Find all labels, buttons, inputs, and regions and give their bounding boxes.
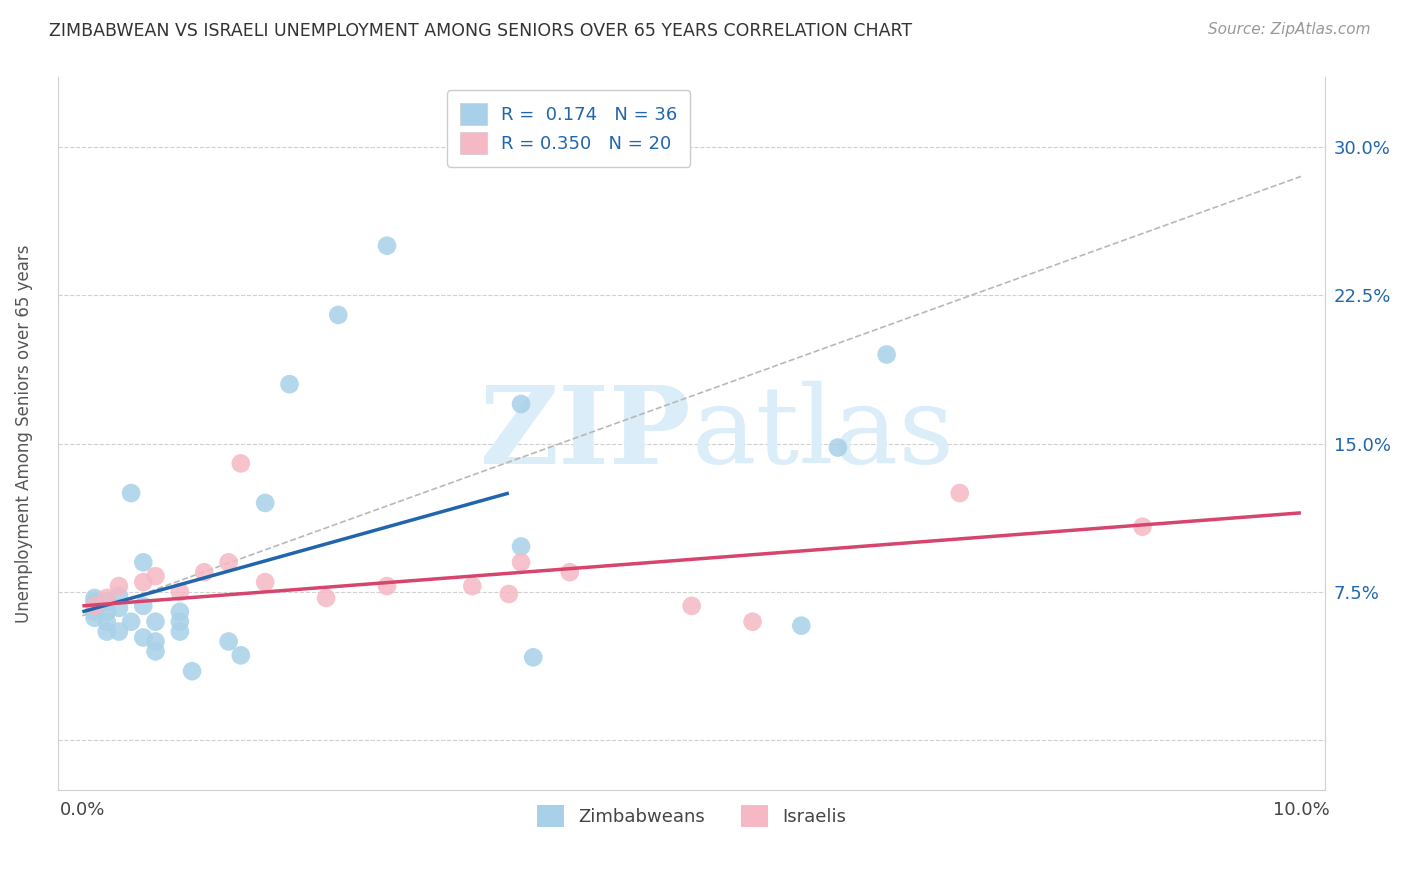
Text: atlas: atlas	[692, 381, 955, 486]
Point	[132, 599, 155, 613]
Point	[145, 634, 167, 648]
Point	[96, 624, 118, 639]
Point	[229, 648, 252, 663]
Point	[498, 587, 520, 601]
Point	[96, 605, 118, 619]
Point	[949, 486, 972, 500]
Point	[83, 599, 105, 613]
Point	[108, 600, 131, 615]
Point	[193, 565, 215, 579]
Point	[145, 644, 167, 658]
Y-axis label: Unemployment Among Seniors over 65 years: Unemployment Among Seniors over 65 years	[15, 244, 32, 623]
Text: Source: ZipAtlas.com: Source: ZipAtlas.com	[1208, 22, 1371, 37]
Point	[145, 569, 167, 583]
Point	[375, 238, 398, 252]
Point	[169, 605, 191, 619]
Point	[315, 591, 337, 605]
Text: ZIP: ZIP	[479, 381, 692, 487]
Point	[827, 441, 849, 455]
Point	[132, 575, 155, 590]
Point	[558, 565, 581, 579]
Point	[108, 624, 131, 639]
Legend: Zimbabweans, Israelis: Zimbabweans, Israelis	[530, 797, 853, 834]
Point	[169, 615, 191, 629]
Point	[132, 555, 155, 569]
Point	[83, 591, 105, 605]
Point	[790, 618, 813, 632]
Point	[876, 347, 898, 361]
Point	[83, 611, 105, 625]
Point	[145, 615, 167, 629]
Point	[510, 540, 533, 554]
Point	[108, 579, 131, 593]
Point	[181, 664, 204, 678]
Point	[278, 377, 301, 392]
Point	[681, 599, 703, 613]
Point	[218, 634, 240, 648]
Point	[522, 650, 544, 665]
Point	[461, 579, 484, 593]
Point	[83, 605, 105, 619]
Point	[96, 615, 118, 629]
Point	[229, 456, 252, 470]
Text: ZIMBABWEAN VS ISRAELI UNEMPLOYMENT AMONG SENIORS OVER 65 YEARS CORRELATION CHART: ZIMBABWEAN VS ISRAELI UNEMPLOYMENT AMONG…	[49, 22, 912, 40]
Point	[169, 585, 191, 599]
Point	[254, 496, 277, 510]
Point	[1132, 519, 1154, 533]
Point	[83, 599, 105, 613]
Point	[741, 615, 763, 629]
Point	[96, 595, 118, 609]
Point	[510, 555, 533, 569]
Point	[169, 624, 191, 639]
Point	[132, 631, 155, 645]
Point	[96, 591, 118, 605]
Point	[120, 615, 142, 629]
Point	[328, 308, 350, 322]
Point	[108, 589, 131, 603]
Point	[120, 486, 142, 500]
Point	[254, 575, 277, 590]
Point	[218, 555, 240, 569]
Point	[375, 579, 398, 593]
Point	[83, 595, 105, 609]
Point	[510, 397, 533, 411]
